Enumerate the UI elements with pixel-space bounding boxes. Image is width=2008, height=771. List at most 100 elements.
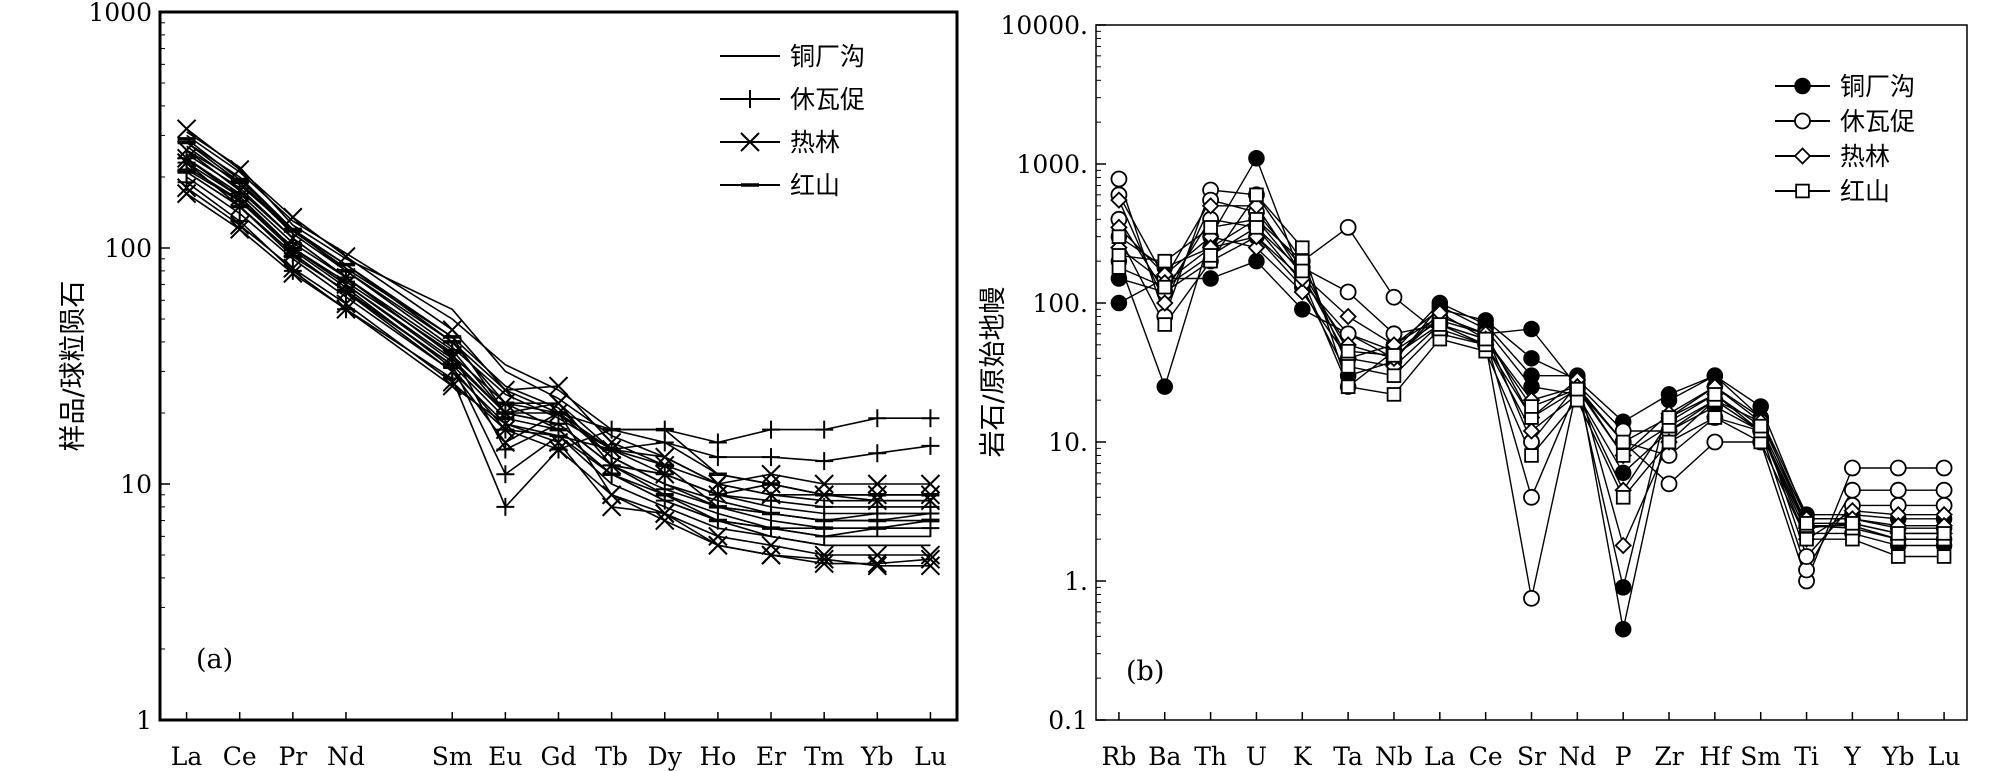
data-point-s12-sm xyxy=(1753,418,1768,434)
data-point-s3-p xyxy=(1614,464,1632,482)
data-point-s18-yb xyxy=(867,553,888,574)
data-point-s4-sr xyxy=(1523,589,1540,607)
data-point-s0-ba xyxy=(1156,378,1174,395)
data-point-s1-rb xyxy=(1110,294,1128,312)
data-point-s15-er xyxy=(761,535,781,555)
data-point-s10-zr xyxy=(1661,434,1677,450)
x-tick-label-sm: Sm xyxy=(1740,742,1781,771)
data-point-s4-rb xyxy=(1110,170,1128,188)
data-point-s7-rb xyxy=(1110,191,1128,209)
data-point-s12-la xyxy=(1432,317,1448,332)
data-point-s9-lu xyxy=(921,436,940,455)
y-ticks-a: 1 10 100 1000 xyxy=(88,0,170,735)
data-point-s10-u xyxy=(1249,187,1264,203)
data-point-s15-lu xyxy=(920,545,941,565)
data-point-s15-dy xyxy=(655,503,675,524)
data-point-s7-p xyxy=(1614,536,1632,555)
data-point-s4-y xyxy=(1843,459,1861,477)
legend-label-0: 铜厂沟 xyxy=(790,42,865,71)
x-tick-label-pr: Pr xyxy=(278,742,307,771)
data-point-s17-gd xyxy=(548,393,569,413)
data-point-s12-ti xyxy=(1799,516,1814,531)
data-point-s13-nd xyxy=(336,246,356,267)
legend-label-3: 红山 xyxy=(1840,177,1890,206)
data-point-s4-ta xyxy=(1339,218,1357,236)
x-tick-label-er: Er xyxy=(756,742,786,771)
data-point-s15-la xyxy=(176,183,197,204)
data-point-s11-rb xyxy=(1111,248,1127,263)
legend-label-2: 热林 xyxy=(1840,142,1890,171)
x-tick-label-nd: Nd xyxy=(327,742,365,771)
data-point-s10-lu xyxy=(1936,549,1952,564)
data-point-s15-sm xyxy=(442,376,462,396)
data-point-s2-zr xyxy=(1660,386,1678,403)
data-point-s18-er xyxy=(761,545,781,565)
data-point-s10-rb xyxy=(1111,229,1127,244)
data-point-s12-tm xyxy=(815,527,834,546)
data-point-s17-er xyxy=(761,464,781,484)
y-axis-title-a: 样品/球粒陨石 xyxy=(58,280,89,451)
data-point-s17-lu xyxy=(920,474,941,494)
y-axis-title-b: 岩石/原始地幔 xyxy=(978,286,1009,457)
y-tick-label-0: 0.1 xyxy=(1048,706,1088,735)
y-tick-label-1: 1. xyxy=(1064,567,1088,596)
data-point-s15-tm xyxy=(814,545,834,565)
data-point-s10-p xyxy=(1615,490,1631,505)
data-point-s0-u xyxy=(1248,149,1265,167)
data-point-s17-dy xyxy=(655,447,675,467)
data-point-s5-yb xyxy=(1889,481,1907,499)
data-point-s10-nb xyxy=(1386,387,1402,402)
data-point-s10-hf xyxy=(1707,410,1723,425)
data-point-s17-tm xyxy=(814,474,834,494)
data-point-s7-th xyxy=(1201,197,1220,215)
x-tick-label-tm: Tm xyxy=(804,742,845,771)
data-point-s8-er xyxy=(762,420,781,439)
data-point-s13-ce xyxy=(229,159,250,180)
data-point-s6-ti xyxy=(1798,548,1815,565)
data-point-s8-lu xyxy=(921,409,940,428)
x-tick-label-hf: Hf xyxy=(1699,742,1732,771)
data-point-s1-th xyxy=(1202,270,1219,287)
data-point-s18-nd xyxy=(336,294,356,314)
panel-b: 0.1 1. 10. 100. 1000. 10000. Rb Ba Th U K Ta Nb La Ce… xyxy=(978,11,1968,771)
data-point-s12-sm xyxy=(443,359,462,378)
data-point-s18-la xyxy=(176,178,197,198)
data-point-s10-ti xyxy=(1799,531,1814,547)
markers-b xyxy=(1110,149,1953,638)
data-point-s12-lu xyxy=(1936,526,1952,541)
x-tick-labels-b: Rb Ba Th U K Ta Nb La Ce Sr Nd P Zr Hf Sm Ti Y Yb Lu xyxy=(1102,712,1960,771)
series-line-20 xyxy=(186,171,931,530)
data-point-s12-zr xyxy=(1661,410,1677,425)
legend-marker-3 xyxy=(1795,183,1810,199)
y-ticks-b: 0.1 1. 10. 100. 1000. 10000. xyxy=(1001,11,1106,735)
data-point-s18-lu xyxy=(920,549,941,569)
data-point-s2-sr xyxy=(1523,350,1540,367)
y-tick-label-3: 1000 xyxy=(88,0,152,27)
data-point-s4-zr xyxy=(1660,475,1678,493)
data-point-s11-nb xyxy=(1386,368,1402,383)
data-point-s18-gd xyxy=(548,439,569,460)
data-point-s18-dy xyxy=(655,510,675,531)
data-point-s12-yb xyxy=(1890,526,1906,541)
data-point-s17-yb xyxy=(867,474,888,494)
x-tick-label-eu: Eu xyxy=(488,742,522,771)
series-line-0 xyxy=(186,141,931,530)
data-point-s9-eu xyxy=(496,465,515,484)
x-tick-label-gd: Gd xyxy=(541,742,577,771)
data-point-s12-p xyxy=(1615,434,1631,450)
data-point-s10-yb xyxy=(1890,549,1906,564)
panel-label-a: (a) xyxy=(196,644,233,675)
markers-a xyxy=(176,119,941,576)
data-point-s12-u xyxy=(1249,220,1264,235)
x-tick-label-rb: Rb xyxy=(1102,742,1137,771)
data-point-s13-la xyxy=(176,119,197,139)
data-point-s10-ta xyxy=(1340,379,1356,394)
data-point-s18-ho xyxy=(708,535,728,555)
series-line-3 xyxy=(186,149,931,515)
data-point-s8-yb xyxy=(868,409,887,428)
data-point-s8-pr xyxy=(283,261,302,280)
data-point-s15-ho xyxy=(708,526,728,547)
data-point-s14-pr xyxy=(283,243,303,263)
